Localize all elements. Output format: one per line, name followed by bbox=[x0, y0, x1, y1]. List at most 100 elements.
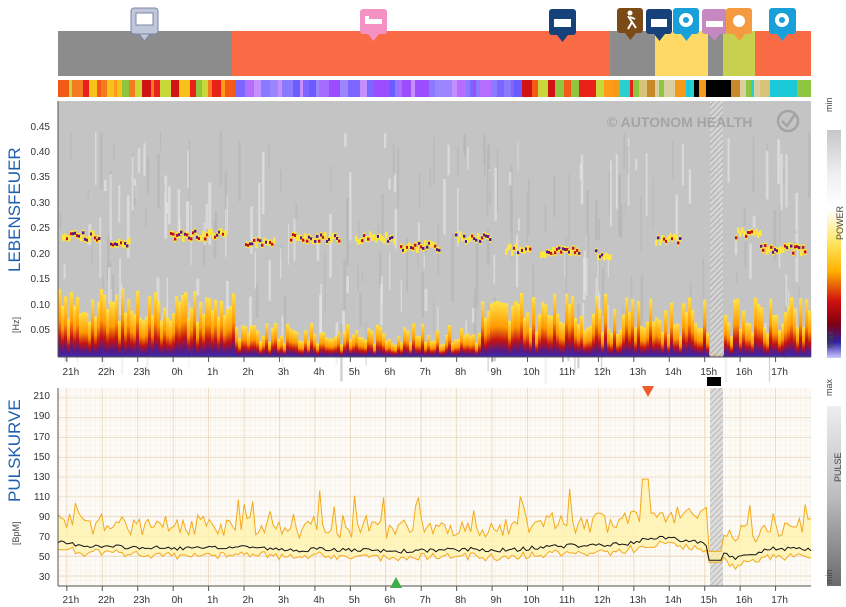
spectro-streak bbox=[471, 308, 475, 323]
spectro-low-column bbox=[379, 326, 383, 357]
keyboard-icon[interactable] bbox=[549, 9, 576, 42]
spectro-streak bbox=[219, 131, 222, 186]
spectro-band-cell bbox=[669, 233, 672, 240]
y-tick: 0.35 bbox=[31, 172, 51, 183]
spectro-streak bbox=[493, 254, 496, 284]
spectro-low-column bbox=[514, 301, 518, 357]
spectro-low-column bbox=[235, 327, 239, 357]
strip-segment bbox=[655, 80, 659, 97]
spectro-band-cell bbox=[459, 231, 462, 238]
spectro-low-column bbox=[802, 327, 806, 357]
spectro-streak bbox=[626, 146, 629, 175]
brain-icon[interactable] bbox=[673, 8, 699, 41]
spectro-band-core bbox=[436, 248, 439, 252]
spectro-band-core bbox=[525, 247, 528, 251]
spectro-streak bbox=[145, 206, 147, 228]
spectro-band-core bbox=[751, 230, 754, 234]
spectro-low-column bbox=[118, 320, 122, 357]
spectro-low-column bbox=[631, 299, 635, 357]
spectro-streak bbox=[607, 258, 609, 278]
spectro-low-column bbox=[649, 298, 653, 357]
spectro-band-cell bbox=[766, 248, 769, 255]
strip-segment bbox=[639, 80, 647, 97]
spectro-low-column bbox=[115, 294, 119, 357]
spectro-streak bbox=[457, 146, 459, 176]
strip-segment bbox=[367, 80, 374, 97]
spectro-band-core bbox=[764, 244, 767, 248]
spectro-band-core bbox=[463, 234, 466, 238]
x-tick-label: 13h bbox=[629, 595, 646, 606]
spectro-band-cell bbox=[200, 235, 203, 242]
strip-segment bbox=[630, 80, 633, 97]
spectro-band-core bbox=[120, 241, 123, 245]
activity-bar bbox=[58, 31, 811, 76]
spectro-band-cell bbox=[505, 248, 508, 255]
x-tick-label: 6h bbox=[384, 367, 395, 378]
spectro-streak bbox=[224, 171, 227, 234]
spectro-low-column bbox=[367, 327, 371, 357]
spectro-streak bbox=[106, 235, 110, 282]
spectro-band-core bbox=[204, 237, 207, 241]
spectro-streak bbox=[474, 288, 477, 353]
x-tick-label: 22h bbox=[98, 367, 115, 378]
strip-segment bbox=[532, 80, 538, 97]
spectro-low-column bbox=[667, 334, 671, 357]
spectro-band-core bbox=[112, 243, 115, 247]
spectro-band-core bbox=[485, 234, 488, 238]
spectro-band-cell bbox=[737, 227, 740, 234]
y-tick: 30 bbox=[39, 572, 51, 583]
spectro-streak bbox=[624, 202, 626, 215]
strip-segment bbox=[309, 80, 316, 97]
spectro-low-column bbox=[589, 325, 593, 357]
spectro-band-core bbox=[269, 240, 272, 244]
spectro-streak bbox=[349, 172, 352, 241]
strip-segment bbox=[452, 80, 457, 97]
monitor-icon[interactable] bbox=[130, 7, 159, 42]
brain-icon[interactable] bbox=[769, 8, 796, 41]
strip-segment bbox=[415, 80, 423, 97]
spectro-low-column bbox=[670, 302, 674, 357]
strip-segment bbox=[770, 80, 776, 97]
spectro-band-cell bbox=[208, 229, 211, 236]
spectro-low-column bbox=[406, 330, 410, 357]
spectro-streak bbox=[357, 265, 360, 292]
spectro-streak bbox=[515, 235, 519, 288]
strip-segment bbox=[776, 80, 787, 97]
meal-icon[interactable] bbox=[726, 8, 752, 41]
spectro-band-core bbox=[784, 244, 787, 248]
spectro-band-cell bbox=[381, 235, 384, 242]
spectro-band-core bbox=[428, 241, 431, 245]
strip-segment bbox=[470, 80, 473, 97]
strip-segment bbox=[604, 80, 613, 97]
spectro-streak bbox=[433, 297, 435, 333]
spectro-low-column bbox=[646, 321, 650, 357]
hiking-icon[interactable] bbox=[617, 8, 643, 40]
spectro-streak bbox=[379, 251, 382, 290]
spectro-low-column bbox=[787, 305, 791, 357]
spectro-low-column bbox=[331, 339, 335, 357]
spectro-band-cell bbox=[430, 241, 433, 248]
power-legend-min: min bbox=[824, 97, 834, 112]
spectro-streak bbox=[361, 271, 364, 283]
spectro-band-cell bbox=[404, 246, 407, 253]
spectro-low-column bbox=[478, 332, 482, 357]
spectro-band-cell bbox=[263, 237, 266, 244]
spectro-band-cell bbox=[743, 230, 746, 237]
strip-segment bbox=[473, 80, 476, 97]
bed-icon[interactable] bbox=[360, 9, 387, 41]
spectro-band-cell bbox=[202, 230, 205, 237]
spectro-band-core bbox=[363, 234, 366, 238]
spectro-streak bbox=[358, 220, 360, 247]
y-tick: 0.05 bbox=[31, 325, 51, 336]
spectro-low-column bbox=[313, 333, 317, 357]
spectro-streak bbox=[119, 258, 121, 316]
spectro-low-column bbox=[760, 307, 764, 357]
spectro-streak bbox=[517, 142, 519, 171]
keyboard-icon[interactable] bbox=[646, 9, 672, 41]
spectro-low-column bbox=[790, 297, 794, 357]
spectro-band-core bbox=[665, 239, 668, 243]
spectro-band-core bbox=[320, 233, 323, 237]
spectro-streak bbox=[586, 189, 590, 258]
x-tick-label: 2h bbox=[242, 367, 253, 378]
bath-icon[interactable] bbox=[702, 9, 727, 41]
